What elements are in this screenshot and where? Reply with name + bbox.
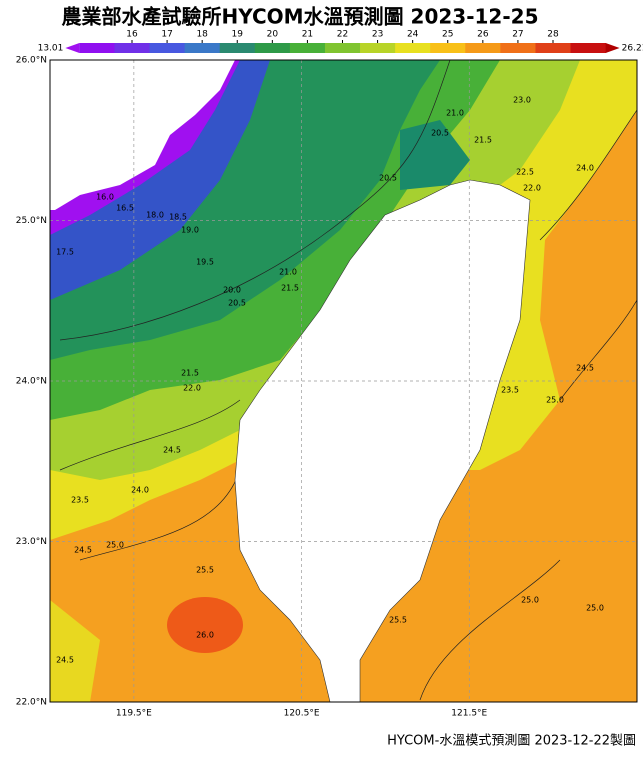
lat-label: 23.0°N [16, 537, 47, 547]
colorbar-tick-label: 22 [337, 30, 348, 40]
contour-label: 25.0 [106, 541, 124, 550]
map-frame [49, 59, 638, 703]
contour-label: 17.5 [56, 248, 74, 257]
contour-label: 22.0 [183, 384, 201, 393]
lon-label: 120.5°E [284, 709, 320, 719]
contour-label: 24.0 [576, 164, 594, 173]
colorbar-swatch [500, 43, 536, 53]
colorbar-tick-label: 17 [161, 30, 172, 40]
contour-label: 23.5 [71, 496, 89, 505]
contour-label: 25.0 [546, 396, 564, 405]
colorbar-swatch [219, 43, 256, 53]
contour-label: 25.0 [586, 604, 604, 613]
contour-label: 24.5 [576, 364, 594, 373]
land-taiwan [234, 179, 531, 702]
contour-label: 19.5 [196, 258, 214, 267]
colorbar-arrow-low [65, 43, 80, 53]
contour-label: 20.0 [223, 286, 241, 295]
colorbar-swatch [465, 43, 501, 53]
region-yellow-sw [50, 600, 100, 702]
contour-label: 24.5 [56, 656, 74, 665]
contour-label: 25.5 [196, 566, 214, 575]
contour-label: 20.5 [228, 299, 246, 308]
colorbar-swatch [254, 43, 291, 53]
colorbar-tick-label: 26 [477, 30, 489, 40]
colorbar-tick-label: 23 [372, 30, 383, 40]
contour-label: 18.5 [169, 213, 187, 222]
contour-label: 22.5 [516, 168, 534, 177]
colorbar-swatch [289, 43, 326, 53]
contour-label: 25.5 [389, 616, 407, 625]
contour-label: 23.0 [513, 96, 531, 105]
region-red [167, 597, 243, 653]
contour-label: 21.5 [474, 136, 492, 145]
contour-label: 21.5 [181, 369, 199, 378]
colorbar-tick-label: 27 [512, 30, 523, 40]
contour-label: 24.5 [74, 546, 92, 555]
colorbar-swatch [360, 43, 396, 53]
lat-label: 24.0°N [16, 377, 47, 387]
colorbar-swatch [324, 43, 361, 53]
colorbar-arrow-high [605, 43, 620, 53]
contour-label: 16.5 [116, 204, 134, 213]
contour-label: 18.0 [146, 211, 164, 220]
contour-label: 16.0 [96, 193, 114, 202]
colorbar-tick-label: 24 [407, 30, 419, 40]
colorbar-swatch [184, 43, 221, 53]
colorbar-swatch [149, 43, 186, 53]
region-teal [400, 120, 470, 190]
colorbar-min-label: 13.01 [38, 44, 64, 54]
contour-labels: 16.016.5 17.5 18.0 18.5 19.0 19.5 20.0 20.5 21.0… [56, 96, 604, 665]
title: 農業部水產試驗所HYCOM水溫預測圖 2023-12-25 [62, 5, 539, 29]
contour-label: 21.5 [281, 284, 299, 293]
colorbar-tick-label: 18 [196, 30, 208, 40]
contour-label: 23.5 [501, 386, 519, 395]
colorbar-tick-label: 28 [547, 30, 559, 40]
colorbar-swatch [570, 43, 607, 53]
lat-label: 26.0°N [16, 56, 47, 66]
colorbar-tick-label: 20 [267, 30, 279, 40]
contour-label: 20.5 [379, 174, 397, 183]
contour-label: 22.0 [523, 184, 541, 193]
colorbar-swatch [79, 43, 115, 53]
lat-label: 25.0°N [16, 216, 47, 226]
colorbar-tick-label: 16 [126, 30, 138, 40]
contour-label: 24.0 [131, 486, 149, 495]
colorbar-tick-label: 19 [232, 30, 244, 40]
lon-label: 121.5°E [451, 709, 487, 719]
contour-label: 21.0 [446, 109, 464, 118]
land-china [50, 60, 235, 210]
colorbar-swatch [114, 43, 151, 53]
colorbar: 16 17 18 19 20 21 22 23 24 25 26 27 28 13.01 26.21 [38, 30, 643, 54]
footer: HYCOM-水溫模式預測圖 2023-12-22製圖 [387, 734, 636, 749]
colorbar-swatch [395, 43, 431, 53]
contour-label: 20.5 [431, 129, 449, 138]
lon-label: 119.5°E [116, 709, 152, 719]
contour-label: 25.0 [521, 596, 539, 605]
colorbar-tick-label: 21 [302, 30, 313, 40]
colorbar-swatch [430, 43, 466, 53]
colorbar-swatch [535, 43, 572, 53]
colorbar-max-label: 26.21 [622, 44, 643, 54]
lat-label: 22.0°N [16, 698, 47, 708]
contour-label: 26.0 [196, 631, 214, 640]
contour-label: 19.0 [181, 226, 199, 235]
contour-label: 21.0 [279, 268, 297, 277]
colorbar-tick-label: 25 [442, 30, 453, 40]
contour-label: 24.5 [163, 446, 181, 455]
